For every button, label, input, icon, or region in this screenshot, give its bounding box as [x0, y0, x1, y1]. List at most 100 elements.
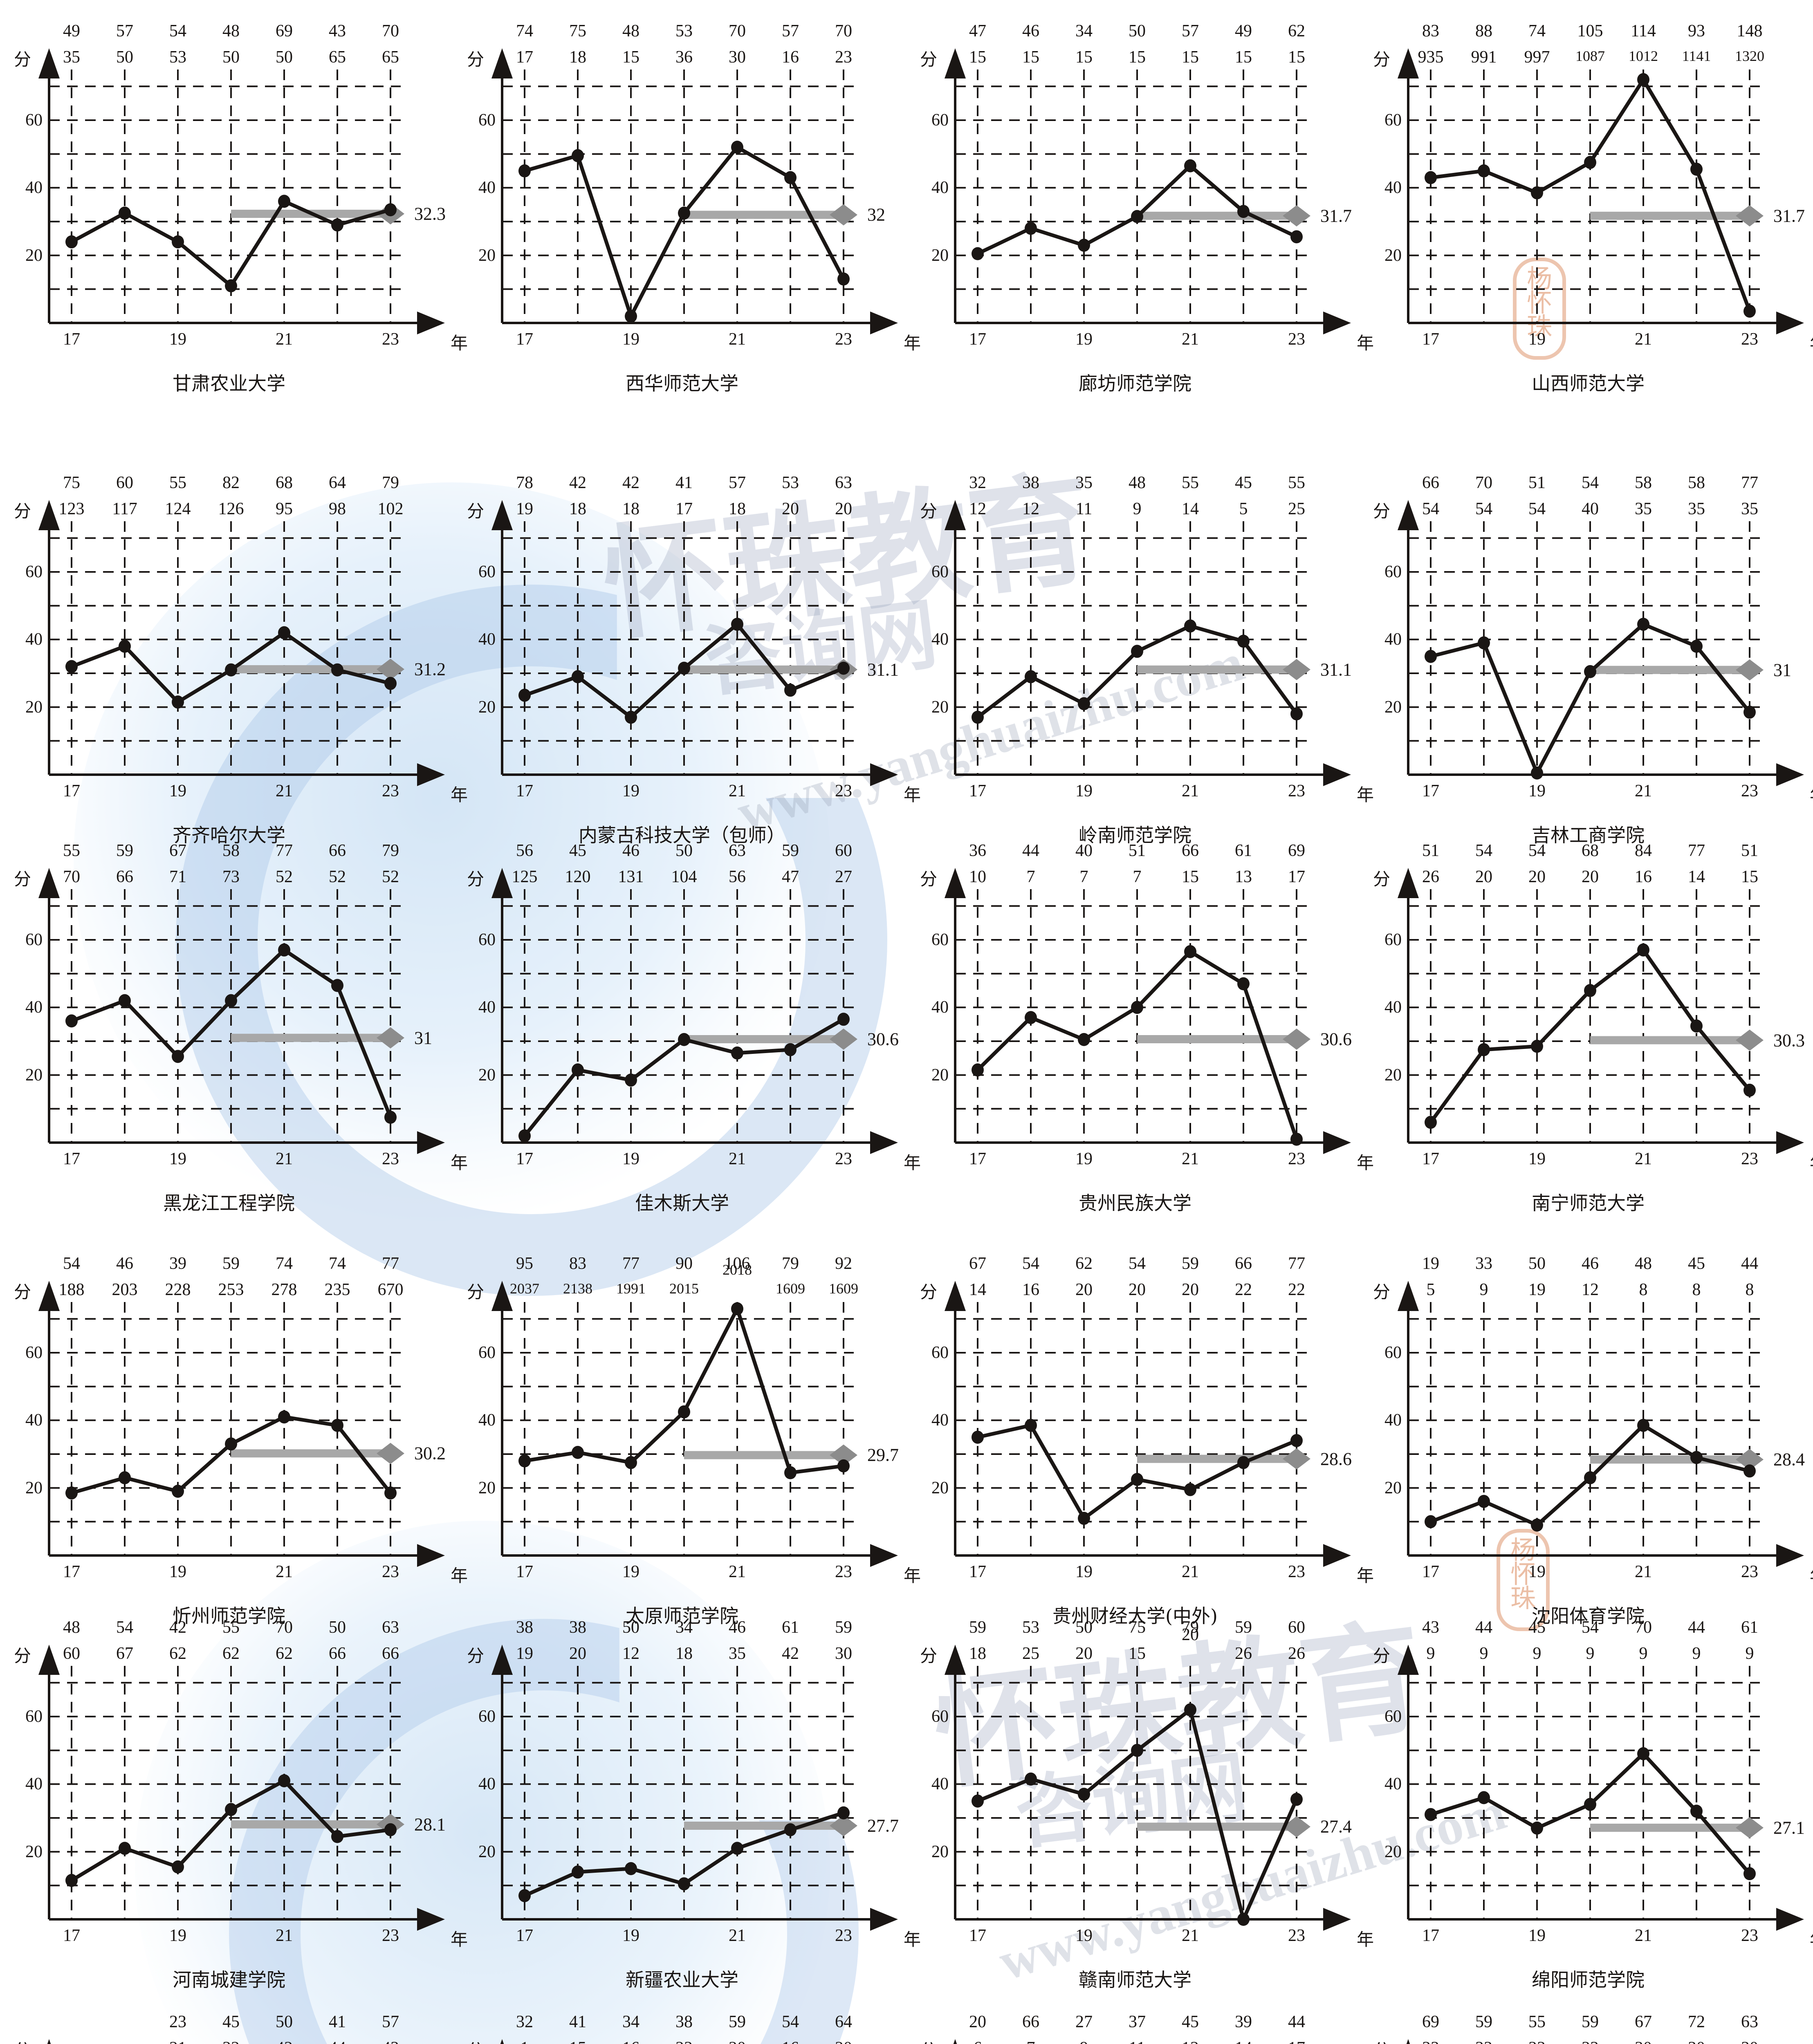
average-value-label: 28.1 — [414, 1814, 446, 1835]
series-a-value: 49 — [1235, 22, 1252, 40]
plot-area: 分年 20 40 60 17 19 21 23 95 83 77 90 106 79 92 2037 2138 1… — [453, 1233, 921, 1641]
series-a-value: 114 — [1631, 22, 1656, 40]
chart-svg — [945, 500, 1351, 786]
plot-area: 分年 20 40 60 17 19 21 23 66 70 51 54 58 58 77 54 54 54 40 35… — [1359, 452, 1813, 861]
series-a-value: 34 — [675, 1618, 693, 1637]
y-axis-tick: 40 — [1384, 1411, 1402, 1430]
x-axis-tick: 23 — [1741, 1562, 1758, 1581]
series-b-value: 125 — [512, 867, 538, 886]
y-axis-name: 分 — [920, 869, 938, 889]
y-axis-tick: 40 — [1384, 1775, 1402, 1794]
series-a-value: 53 — [675, 22, 693, 40]
x-axis-tick: 21 — [1635, 1150, 1652, 1168]
series-a-value: 50 — [675, 841, 693, 860]
y-axis-tick: 20 — [1384, 1065, 1402, 1085]
line-chart: 分年 20 40 60 17 19 21 23 83 88 74 105 114 93 148 935 991 9… — [1359, 0, 1813, 409]
chart-cell: 分年 20 40 60 17 19 21 23 78 42 42 41 57 53 63 19 18 18 17 18… — [453, 452, 921, 846]
line-chart: 分年 20 40 60 17 19 21 23 59 53 50 75 79 59 60 18 25 20 15 20… — [906, 1596, 1374, 2005]
series-a-value: 53 — [1022, 1618, 1039, 1637]
line-chart: 分年 20 40 60 17 19 21 23 66 70 51 54 58 58 77 54 54 54 40 35… — [1359, 452, 1813, 861]
chart-cell: 分年 20 40 60 17 19 21 23 75 60 55 82 68 64 79 123 117 124 1… — [0, 452, 468, 846]
plot-area: 分年 20 40 60 17 19 21 23 55 59 67 58 77 66 79 70 66 71 73 52… — [0, 820, 468, 1228]
series-a-value: 78 — [516, 473, 533, 492]
series-a-value: 77 — [276, 841, 293, 860]
x-axis-tick: 19 — [1075, 1926, 1093, 1945]
series-a-value: 57 — [116, 22, 133, 40]
series-a-value: 50 — [622, 1618, 639, 1637]
y-axis-tick: 20 — [478, 697, 496, 717]
chart-cell: 分年 20 40 60 17 19 21 23 59 53 50 75 79 59 60 18 25 20 15 20… — [906, 1596, 1374, 1991]
average-value-label: 27.1 — [1773, 1818, 1805, 1838]
x-axis-tick: 19 — [622, 782, 639, 800]
y-axis-tick: 40 — [478, 998, 496, 1017]
series-b-value: 117 — [112, 500, 137, 518]
series-b-value: 20 — [1475, 867, 1492, 886]
y-axis-tick: 20 — [1384, 246, 1402, 265]
series-b-value: 56 — [729, 867, 746, 886]
series-b-value: 98 — [329, 500, 346, 518]
series-b-value: 62 — [222, 1644, 240, 1663]
series-a-value: 47 — [969, 22, 986, 40]
y-axis-tick: 20 — [931, 1478, 949, 1497]
series-a-value: 55 — [1528, 2013, 1546, 2031]
plot-area: 分年 20 40 60 17 19 21 23 78 42 42 41 57 53 63 19 18 18 17 18… — [453, 452, 921, 861]
x-axis-name: 年 — [1810, 1562, 1813, 1587]
y-axis-tick: 40 — [478, 1411, 496, 1430]
series-b-value: 43 — [382, 2038, 399, 2044]
x-axis-tick: 19 — [622, 1150, 639, 1168]
series-b-value: 52 — [329, 867, 346, 886]
series-a-value: 84 — [1635, 841, 1652, 860]
y-axis-tick: 40 — [1384, 630, 1402, 649]
series-a-value: 77 — [1741, 473, 1758, 492]
y-axis-tick: 20 — [25, 1842, 43, 1861]
chart-title: 廊坊师范学院 — [1079, 372, 1191, 394]
series-a-value: 66 — [329, 841, 346, 860]
chart-cell: 分年 20 40 60 17 19 21 23 38 38 50 34 46 61 59 19 20 12 18 35… — [453, 1596, 921, 1991]
series-a-value: 50 — [276, 2013, 293, 2031]
y-axis-tick: 60 — [25, 1707, 43, 1726]
series-a-value: 54 — [1022, 1254, 1039, 1273]
series-b-value: 35 — [1635, 500, 1652, 518]
series-b-value: 30 — [1741, 2038, 1758, 2044]
chart-title: 贵州民族大学 — [1079, 1192, 1191, 1214]
x-axis-tick: 19 — [1528, 330, 1546, 349]
series-a-value: 60 — [116, 473, 133, 492]
series-b-value: 25 — [1022, 1644, 1039, 1663]
series-b-value: 12 — [969, 500, 986, 518]
series-b-value: 9 — [1479, 1280, 1488, 1299]
series-b-value: 104 — [671, 867, 697, 886]
series-a-value: 66 — [1182, 841, 1199, 860]
series-b-value: 228 — [165, 1280, 191, 1299]
plot-area: 分年20406017192123206627374539446791112141… — [906, 1991, 1359, 2044]
y-axis-tick: 60 — [478, 1707, 496, 1726]
chart-cell: 分年 20 40 60 17 19 21 23 47 46 34 50 57 49 62 15 15 15 15 15… — [906, 0, 1374, 452]
series-a-value: 41 — [329, 2013, 346, 2031]
y-axis-tick: 20 — [25, 1065, 43, 1085]
series-a-value: 45 — [1235, 473, 1252, 492]
x-axis-tick: 21 — [276, 1562, 293, 1581]
series-b-value: 20 — [569, 1644, 586, 1663]
series-a-value: 42 — [569, 473, 586, 492]
series-a-value: 45 — [222, 2013, 240, 2031]
series-a-value: 43 — [1422, 1618, 1439, 1637]
y-axis-tick: 60 — [931, 1707, 949, 1726]
y-axis-tick: 40 — [25, 998, 43, 1017]
x-axis-name: 年 — [1357, 1153, 1374, 1173]
series-a-value: 75 — [569, 22, 586, 40]
y-axis-name: 分 — [14, 2037, 31, 2044]
x-axis-tick: 19 — [1528, 1562, 1546, 1581]
average-value-label: 30.2 — [414, 1443, 446, 1464]
x-axis-name: 年 — [1357, 333, 1374, 353]
series-b-value: 1012 — [1629, 48, 1658, 64]
line-chart: 分年 20 40 60 17 19 21 23 32 38 35 48 55 45 55 12 12 11 9 14 5… — [906, 452, 1374, 861]
series-b-value: 42 — [276, 2038, 293, 2044]
x-axis-tick: 17 — [516, 1150, 533, 1168]
series-b-value: 62 — [276, 1644, 293, 1663]
series-b-value: 12 — [1022, 500, 1039, 518]
series-b-value: 66 — [116, 867, 133, 886]
chart-svg — [38, 48, 445, 334]
x-axis-tick: 17 — [63, 782, 80, 800]
series-b-value: 20 — [1182, 1625, 1199, 1644]
average-value-label: 27.7 — [867, 1815, 899, 1836]
series-b-value: 50 — [222, 48, 240, 67]
